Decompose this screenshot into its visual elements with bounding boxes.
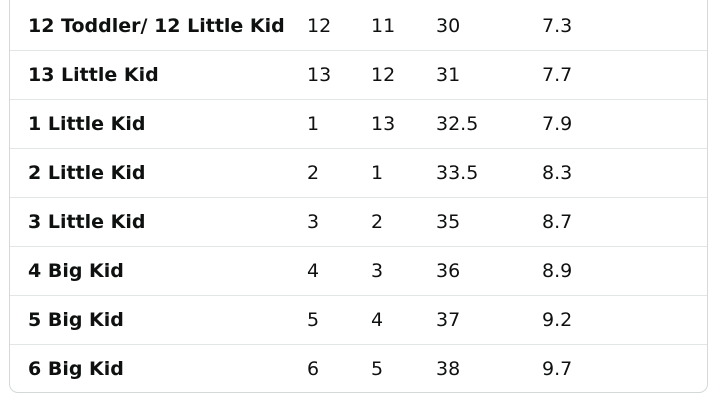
size-value: 4 (307, 260, 320, 282)
size-label: 13 Little Kid (28, 64, 159, 86)
size-value: 7.3 (542, 14, 573, 37)
size-value: 38 (436, 358, 461, 380)
size-label: 6 Big Kid (28, 358, 124, 380)
size-label: 2 Little Kid (28, 162, 146, 184)
size-label: 4 Big Kid (28, 260, 124, 282)
table-row: 12 Toddler/ 12 Little Kid 12 11 30 7.3 (10, 1, 707, 50)
size-value: 4 (371, 309, 384, 331)
size-value: 36 (436, 260, 461, 282)
size-value: 7.7 (542, 64, 573, 86)
size-value: 5 (307, 309, 320, 331)
size-value: 8.9 (542, 260, 573, 282)
size-value: 1 (371, 162, 384, 184)
size-value: 31 (436, 64, 461, 86)
size-value: 33.5 (436, 162, 479, 184)
size-value: 9.7 (542, 358, 573, 380)
size-label: 1 Little Kid (28, 113, 146, 135)
size-value: 12 (371, 64, 396, 86)
size-label: 5 Big Kid (28, 309, 124, 331)
size-table: 12 Toddler/ 12 Little Kid 12 11 30 7.3 13 Lit… (9, 0, 708, 393)
table-row: 2 Little Kid 2 1 33.5 8.3 (10, 148, 707, 197)
table-row: 1 Little Kid 1 13 32.5 7.9 (10, 99, 707, 148)
size-value: 35 (436, 211, 461, 233)
size-value: 8.3 (542, 162, 573, 184)
table-row: 6 Big Kid 6 5 38 9.7 (10, 344, 707, 392)
size-value: 7.9 (542, 113, 573, 135)
size-value: 2 (307, 162, 320, 184)
size-label: 3 Little Kid (28, 211, 146, 233)
size-value: 37 (436, 309, 461, 331)
table-row: 13 Little Kid 13 12 31 7.7 (10, 50, 707, 99)
table-row: 3 Little Kid 3 2 35 8.7 (10, 197, 707, 246)
table-row: 4 Big Kid 4 3 36 8.9 (10, 246, 707, 295)
table-row: 5 Big Kid 5 4 37 9.2 (10, 295, 707, 344)
size-value: 13 (371, 113, 396, 135)
size-value: 30 (436, 14, 461, 37)
size-value: 32.5 (436, 113, 479, 135)
size-value: 13 (307, 64, 332, 86)
size-label: 12 Toddler/ 12 Little Kid (28, 14, 285, 37)
size-value: 6 (307, 358, 320, 380)
size-value: 3 (371, 260, 384, 282)
size-value: 1 (307, 113, 320, 135)
size-value: 11 (371, 14, 396, 37)
size-value: 8.7 (542, 211, 573, 233)
size-value: 5 (371, 358, 384, 380)
size-value: 3 (307, 211, 320, 233)
size-value: 2 (371, 211, 384, 233)
size-value: 12 (307, 14, 332, 37)
size-value: 9.2 (542, 309, 573, 331)
